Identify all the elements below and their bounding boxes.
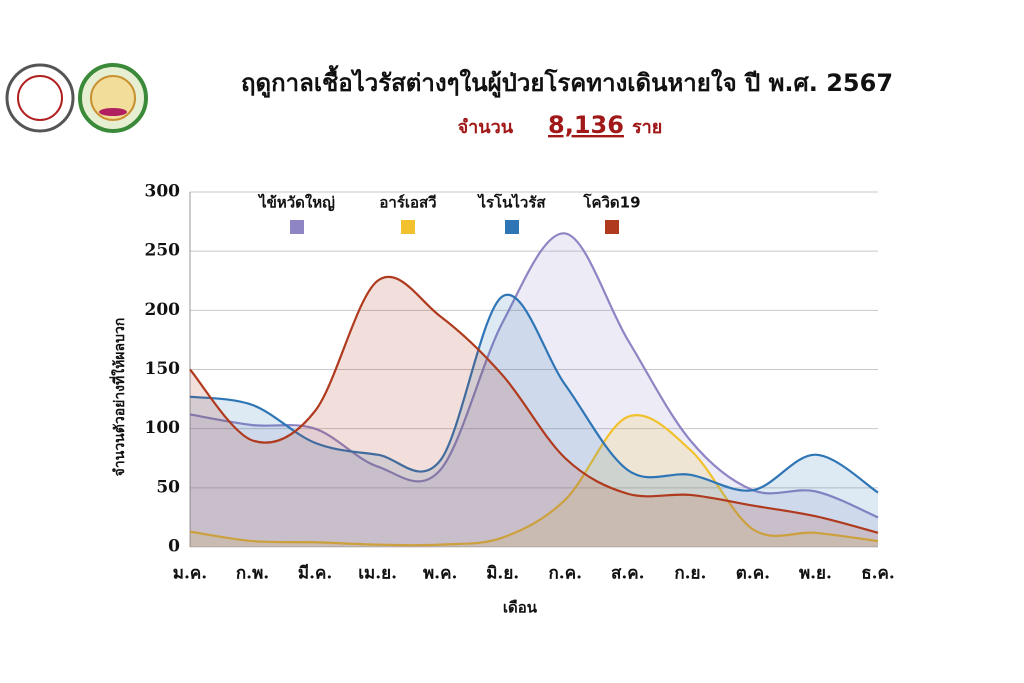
x-tick-label: พ.ย. bbox=[799, 564, 832, 584]
y-tick-label: 0 bbox=[168, 537, 180, 557]
x-tick-label: พ.ค. bbox=[423, 564, 457, 584]
legend-label: โควิด19 bbox=[582, 193, 640, 212]
line bbox=[189, 414, 879, 547]
line bbox=[189, 275, 879, 534]
line bbox=[189, 293, 879, 494]
y-tick-label: 50 bbox=[156, 477, 180, 497]
area bbox=[190, 294, 878, 547]
legend-swatch bbox=[505, 220, 519, 234]
legend-swatch bbox=[401, 220, 415, 234]
x-tick-label: ต.ค. bbox=[736, 564, 770, 584]
y-tick-label: 250 bbox=[145, 241, 181, 261]
y-axis-label: จำนวนตัวอย่างที่ให้ผลบวก bbox=[109, 318, 128, 477]
x-tick-label: ส.ค. bbox=[611, 564, 645, 584]
x-tick-label: ธ.ค. bbox=[861, 564, 895, 584]
subtitle: ราย bbox=[632, 117, 662, 138]
x-tick-label: มี.ค. bbox=[298, 563, 332, 584]
legend-label: อาร์เอสวี bbox=[379, 194, 436, 212]
legend-swatch bbox=[290, 220, 304, 234]
y-tick-label: 200 bbox=[145, 300, 181, 320]
y-tick-label: 150 bbox=[145, 359, 181, 379]
x-tick-label: ก.ค. bbox=[549, 564, 583, 584]
subtitle-total: 8,136 bbox=[548, 111, 624, 139]
area bbox=[190, 276, 878, 547]
subtitle: จำนวน bbox=[458, 117, 514, 138]
legend-label: ไข้หวัดใหญ่ bbox=[257, 193, 335, 212]
x-tick-label: มิ.ย. bbox=[486, 564, 519, 584]
x-tick-label: ม.ค. bbox=[173, 564, 207, 584]
x-tick-label: ก.ย. bbox=[674, 564, 706, 584]
area bbox=[190, 415, 878, 547]
y-tick-label: 100 bbox=[145, 418, 181, 438]
y-tick-label: 300 bbox=[145, 182, 181, 202]
legend-label: ไรโนไวรัส bbox=[476, 193, 546, 212]
legend-swatch bbox=[605, 220, 619, 234]
x-tick-label: เม.ย. bbox=[358, 564, 397, 584]
x-axis-label: เดือน bbox=[503, 599, 538, 617]
x-tick-label: ก.พ. bbox=[236, 564, 269, 584]
logos bbox=[5, 63, 148, 133]
chart-title: ฤดูกาลเชื้อไวรัสต่างๆในผู้ป่วยโรคทางเดิน… bbox=[241, 64, 893, 98]
